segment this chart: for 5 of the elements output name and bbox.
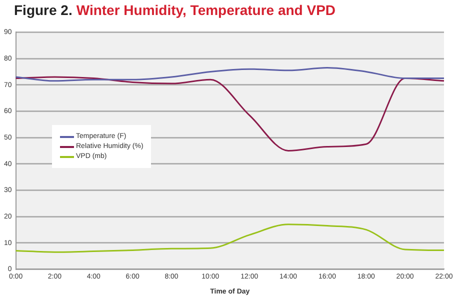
line-series [15, 224, 445, 253]
line-series [15, 76, 445, 152]
chart-title: Winter Humidity, Temperature and VPD [76, 2, 336, 18]
caption: Figure 2. [14, 2, 72, 18]
line-series [15, 67, 445, 82]
